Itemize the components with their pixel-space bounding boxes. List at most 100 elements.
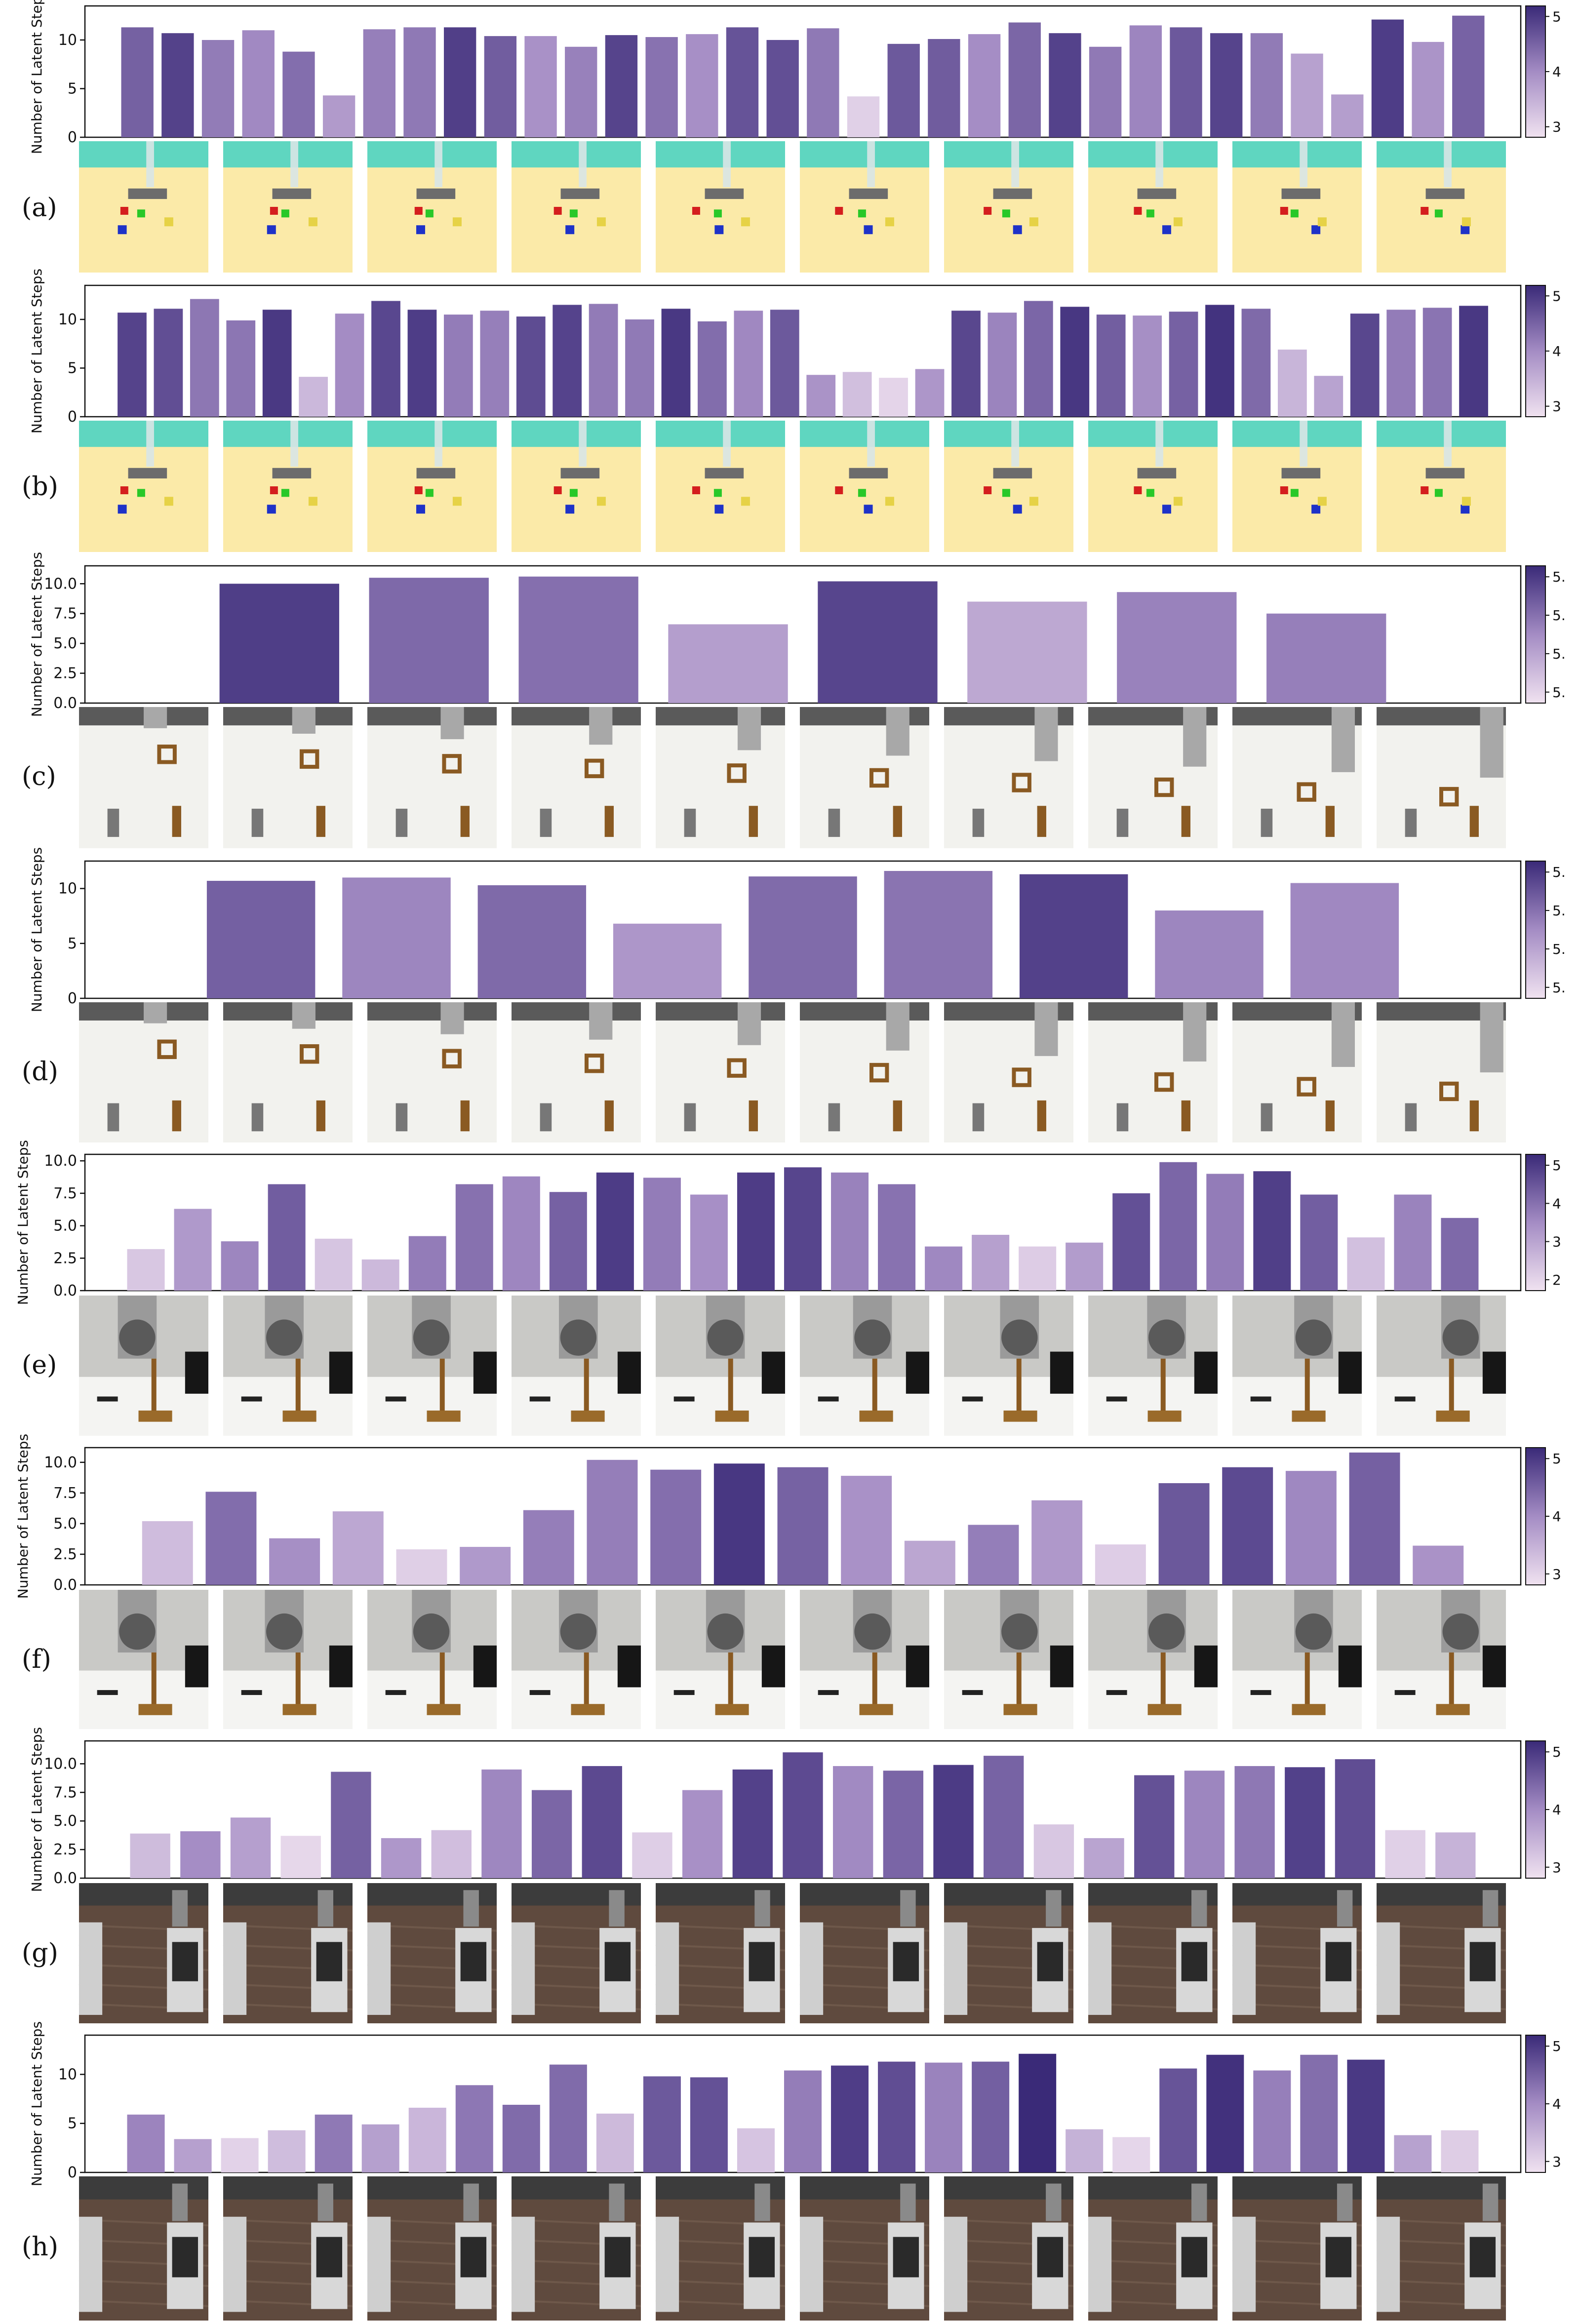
panel-label: (h) <box>22 2232 58 2262</box>
bar <box>396 1549 447 1585</box>
colorbar <box>1525 565 1546 704</box>
bar <box>1385 1830 1425 1878</box>
bar <box>1159 2068 1197 2172</box>
frame-thumbnail <box>223 1002 353 1142</box>
frame-thumbnail <box>512 1590 641 1729</box>
bar <box>766 39 799 138</box>
bar <box>523 1510 574 1585</box>
colorbar-tick-label: 3 <box>1552 119 1561 135</box>
colorbar <box>1525 5 1546 138</box>
bar <box>784 1167 822 1291</box>
y-tick-label: 10.0 <box>44 1755 77 1773</box>
y-tick-label: 5 <box>68 80 77 97</box>
y-tick-label: 10 <box>58 2066 77 2083</box>
bar <box>127 2114 165 2172</box>
bar <box>749 876 857 998</box>
bar <box>1117 592 1237 703</box>
bar <box>1184 1771 1225 1878</box>
frame-thumbnail <box>800 1590 929 1729</box>
bar <box>332 1511 384 1585</box>
bar <box>661 309 691 417</box>
frame-thumbnail <box>800 1002 929 1142</box>
bar <box>784 2070 822 2172</box>
bar <box>1155 910 1264 998</box>
bar <box>361 2124 399 2172</box>
frame-thumbnail <box>1088 1002 1218 1142</box>
colorbar-tick-label: 5 <box>1552 288 1561 304</box>
bar <box>268 2130 306 2172</box>
bar <box>1019 1246 1057 1291</box>
colorbar-tick-label: 5 <box>1552 2038 1561 2054</box>
frame-thumbnail <box>79 1590 208 1729</box>
bar <box>1169 312 1198 417</box>
bar <box>831 2065 869 2172</box>
frame-thumbnail <box>799 2176 930 2321</box>
frame-thumbnail <box>656 421 785 552</box>
bar <box>403 27 436 138</box>
bar <box>988 313 1017 417</box>
bar <box>431 1830 472 1878</box>
panel: 0 5 10 Number of Latent Steps 3 4 5 (h) <box>22 2021 1561 2321</box>
y-axis-label: Number of Latent Steps <box>29 847 45 1012</box>
frame-thumbnail <box>655 1883 786 2023</box>
frame-thumbnail <box>511 1883 641 2023</box>
bar <box>1133 315 1162 417</box>
frame-thumbnail <box>79 2176 209 2321</box>
bar <box>269 1538 320 1585</box>
bar <box>806 375 836 417</box>
bar <box>206 881 316 998</box>
bar <box>460 1547 511 1585</box>
bar <box>315 1238 353 1291</box>
colorbar-tick-label: 4 <box>1552 1195 1561 1212</box>
bar <box>690 1194 728 1291</box>
bar <box>1347 1237 1385 1291</box>
bar <box>831 1172 869 1291</box>
bar <box>484 36 517 137</box>
bar <box>1394 1194 1432 1291</box>
bar <box>1060 307 1090 417</box>
panel-label: (a) <box>22 193 57 223</box>
y-tick-label: 10 <box>58 880 77 898</box>
bar <box>1331 94 1364 137</box>
frame-thumbnail <box>79 141 208 273</box>
panel-label: (d) <box>22 1057 58 1087</box>
frame-thumbnail <box>1377 1002 1506 1142</box>
bar <box>1285 1471 1337 1585</box>
frame-thumbnail <box>1088 1296 1218 1436</box>
frame-thumbnail <box>944 1002 1073 1142</box>
bar <box>280 1836 321 1878</box>
colorbar-tick-label: 2 <box>1552 1272 1561 1288</box>
colorbar-tick-label: 5. <box>1552 980 1566 996</box>
frame-thumbnail <box>511 2176 641 2321</box>
bar <box>130 1833 170 1878</box>
frame-thumbnail <box>367 421 497 552</box>
y-tick-label: 5 <box>68 359 77 377</box>
bar <box>833 1766 873 1878</box>
y-tick-label: 2.5 <box>53 1841 77 1858</box>
frame-thumbnail <box>656 141 785 273</box>
y-tick-label: 5.0 <box>53 1515 77 1533</box>
frame-thumbnail <box>79 707 208 848</box>
bar <box>698 321 727 417</box>
frame-thumbnail <box>800 141 929 273</box>
bar <box>1210 33 1243 137</box>
frame-thumbnail <box>800 707 929 848</box>
frame-thumbnail <box>512 1002 641 1142</box>
bar <box>230 1817 271 1878</box>
bar <box>1033 1824 1074 1878</box>
bar <box>1347 2059 1385 2172</box>
bar <box>1253 2070 1291 2172</box>
bar <box>407 310 437 417</box>
frame-thumbnail <box>1232 707 1362 848</box>
bar <box>818 581 938 703</box>
bar <box>925 1246 963 1291</box>
frame-thumbnail <box>1377 1296 1506 1436</box>
bar <box>1290 883 1399 998</box>
frame-thumbnail <box>367 2176 497 2321</box>
colorbar-tick-label: 5 <box>1552 1451 1561 1467</box>
bar <box>928 39 960 138</box>
frame-thumbnail <box>512 141 641 273</box>
y-axis-label: Number of Latent Steps <box>29 269 45 433</box>
panel: 0 5 10 Number of Latent Steps 3 4 5 (b) <box>22 269 1561 552</box>
